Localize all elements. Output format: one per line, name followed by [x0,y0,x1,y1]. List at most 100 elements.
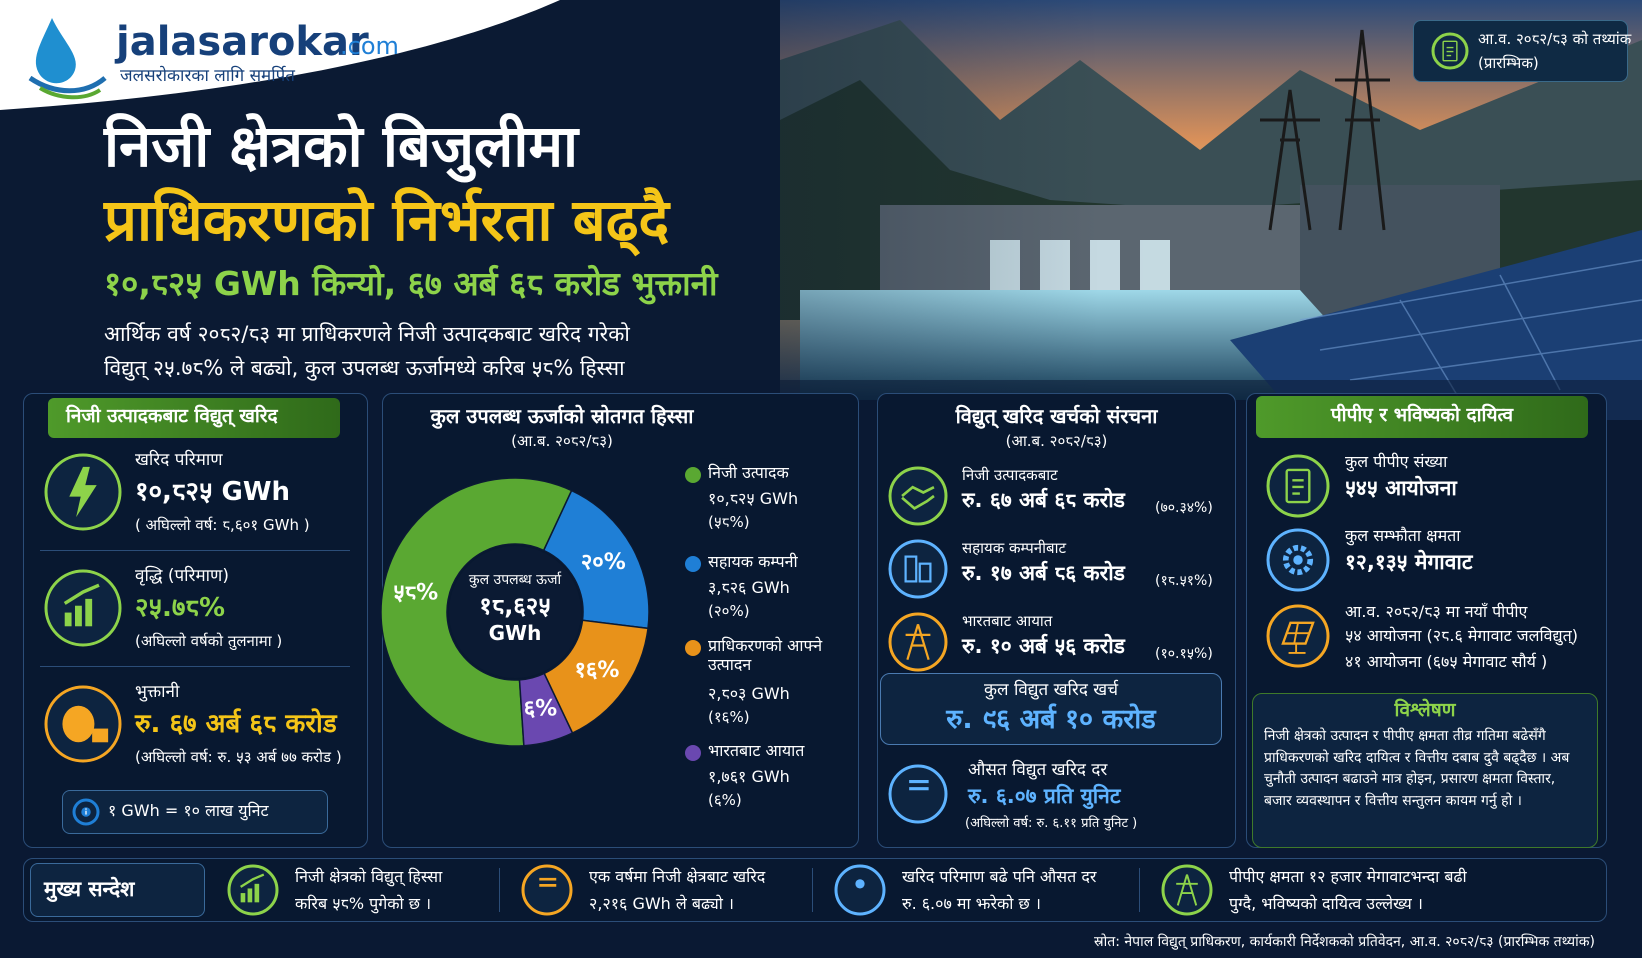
slice-label: १६% [574,658,619,683]
icon-ring [888,539,948,599]
icon-ring [888,466,948,526]
legend-percent: (५८%) [708,513,750,531]
item-label: खरिद परिमाण [135,450,223,470]
cost-share: (१०.१५%) [1155,646,1213,662]
intro-line: आर्थिक वर्ष २०८२/८३ मा प्राधिकरणले निजी … [104,322,630,346]
center-value: GWh [489,621,542,645]
slice-label: ५८% [393,580,438,605]
total-value: रु. ९६ अर्ब १० करोड [946,704,1156,735]
panel-title: निजी उत्पादकबाट विद्युत् खरिद [66,405,278,427]
icon-glyph [855,879,865,889]
analysis-text: निजी क्षेत्रको उत्पादन र पीपीए क्षमता ती… [1264,728,1570,810]
cost-share: (७०.३४%) [1155,500,1213,516]
panel-header [1256,396,1588,438]
icon [1266,454,1330,518]
item-note: (अघिल्लो वर्ष: रु. ५३ अर्ब ७७ करोड ) [135,748,342,766]
message-line: पीपीए क्षमता १२ हजार मेगावाटभन्दा बढी [1229,867,1467,886]
badge-line: आ.व. २०८२/८३ को तथ्यांक [1478,30,1632,48]
icon-ring [1161,864,1213,916]
item-value: रु. ६७ अर्ब ६८ करोड [135,709,337,739]
badge-line: (प्रारम्भिक) [1478,54,1539,72]
pie-slice [380,477,573,747]
icon [72,798,100,826]
legend-swatch [685,467,701,483]
icon-glyph [901,485,935,511]
icon-glyph [539,877,557,887]
icon [44,453,122,531]
icon-ring [44,569,122,647]
icon-glyph [1285,468,1311,504]
message-line: करिब ५८% पुगेको छ । [295,894,432,913]
cost-label: भारतबाट आयात [962,612,1053,630]
message-line: पुग्दै, भविष्यको दायित्व उल्लेख्य । [1229,894,1423,913]
icon [888,612,948,672]
message-line: निजी क्षेत्रको विद्युत् हिस्सा [295,867,443,886]
icon [1266,528,1330,592]
item-value: १०,८२५ GWh [135,477,291,507]
total-box [880,673,1222,745]
messages-bar [23,858,1607,922]
icon [888,466,948,526]
ppa-value: ४१ आयोजना (६७५ मेगावाट सौर्य ) [1345,652,1548,671]
cost-share: (१८.५१%) [1155,573,1213,589]
icon-glyph [1281,621,1315,654]
legend-name: प्राधिकरणको आफ्ने उत्पादन [708,636,823,675]
icon-ring [521,864,573,916]
icon [44,569,122,647]
source: स्रोत: नेपाल विद्युत् प्राधिकरण, कार्यका… [1093,934,1595,950]
separator [40,550,350,551]
message-line: एक वर्षमा निजी क्षेत्रबाट खरिद [589,867,766,886]
cost-value: रु. ६७ अर्ब ६८ करोड [962,488,1125,512]
legend-name: निजी उत्पादक [708,463,789,482]
intro-line: विद्युत् २५.७८% ले बढ्यो, कुल उपलब्ध ऊर्… [104,356,625,380]
icon-ring [888,764,948,824]
footnote: १ GWh = १० लाख युनिट [108,801,269,820]
legend-swatch [685,745,701,761]
icon-glyph [63,583,100,627]
cost-value: रु. १७ अर्ब ८६ करोड [962,561,1125,585]
pie-slice [518,672,574,747]
legend-name: सहायक कम्पनी [708,552,798,571]
total-label: कुल विद्युत खरिद खर्च [983,680,1119,700]
legend-percent: (२०%) [708,602,750,620]
legend-amount: २,८०३ GWh [708,684,790,703]
analysis-box [1252,693,1598,848]
icon-ring [1431,32,1469,70]
legend-amount: १,७६१ GWh [708,767,790,786]
icon [521,864,573,916]
donut-hole [449,546,581,678]
item-label: भुक्तानी [135,682,180,702]
chart-subtitle: (आ.ब. २०८२/८३) [511,432,613,450]
legend-amount: ३,८२६ GWh [708,578,790,597]
note-box [62,790,328,834]
message-line: २,२१६ GWh ले बढ्यो । [589,894,734,913]
separator [499,868,500,912]
subtitle: १०,८२५ GWh किन्यो, ६७ अर्ब ६८ करोड भुक्त… [104,264,718,303]
cost-label: निजी उत्पादकबाट [962,466,1058,484]
icon-glyph [62,705,109,743]
panel-title: पीपीए र भविष्यको दायित्व [1330,404,1514,426]
icon-ring [227,864,279,916]
item-label: वृद्धि (परिमाण) [135,566,229,586]
item-value: २५.७८% [135,593,226,623]
item-note: (अघिल्लो वर्षको तुलनामा ) [135,632,283,650]
icon-glyph [904,555,932,583]
messages-title-box [30,863,205,917]
icon-ring [1266,604,1330,668]
separator [1139,868,1140,912]
icon-ring [888,612,948,672]
title-line: प्राधिकरणको निर्भरता बढ्दै [104,186,670,254]
analysis-title: विश्लेषण [1394,699,1456,721]
ppa-label: कुल पीपीए संख्या [1345,452,1448,471]
average-note: (अघिल्लो वर्ष: रु. ६.११ प्रति युनिट ) [965,816,1138,831]
ppa-label: आ.व. २०८२/८३ मा नयाँ पीपीए [1345,602,1528,621]
icon-ring [72,798,100,826]
legend-percent: (१६%) [708,708,750,726]
icon-glyph [1176,874,1198,906]
icon [44,685,122,763]
icon [227,864,279,916]
slice-label: २०% [581,550,626,575]
